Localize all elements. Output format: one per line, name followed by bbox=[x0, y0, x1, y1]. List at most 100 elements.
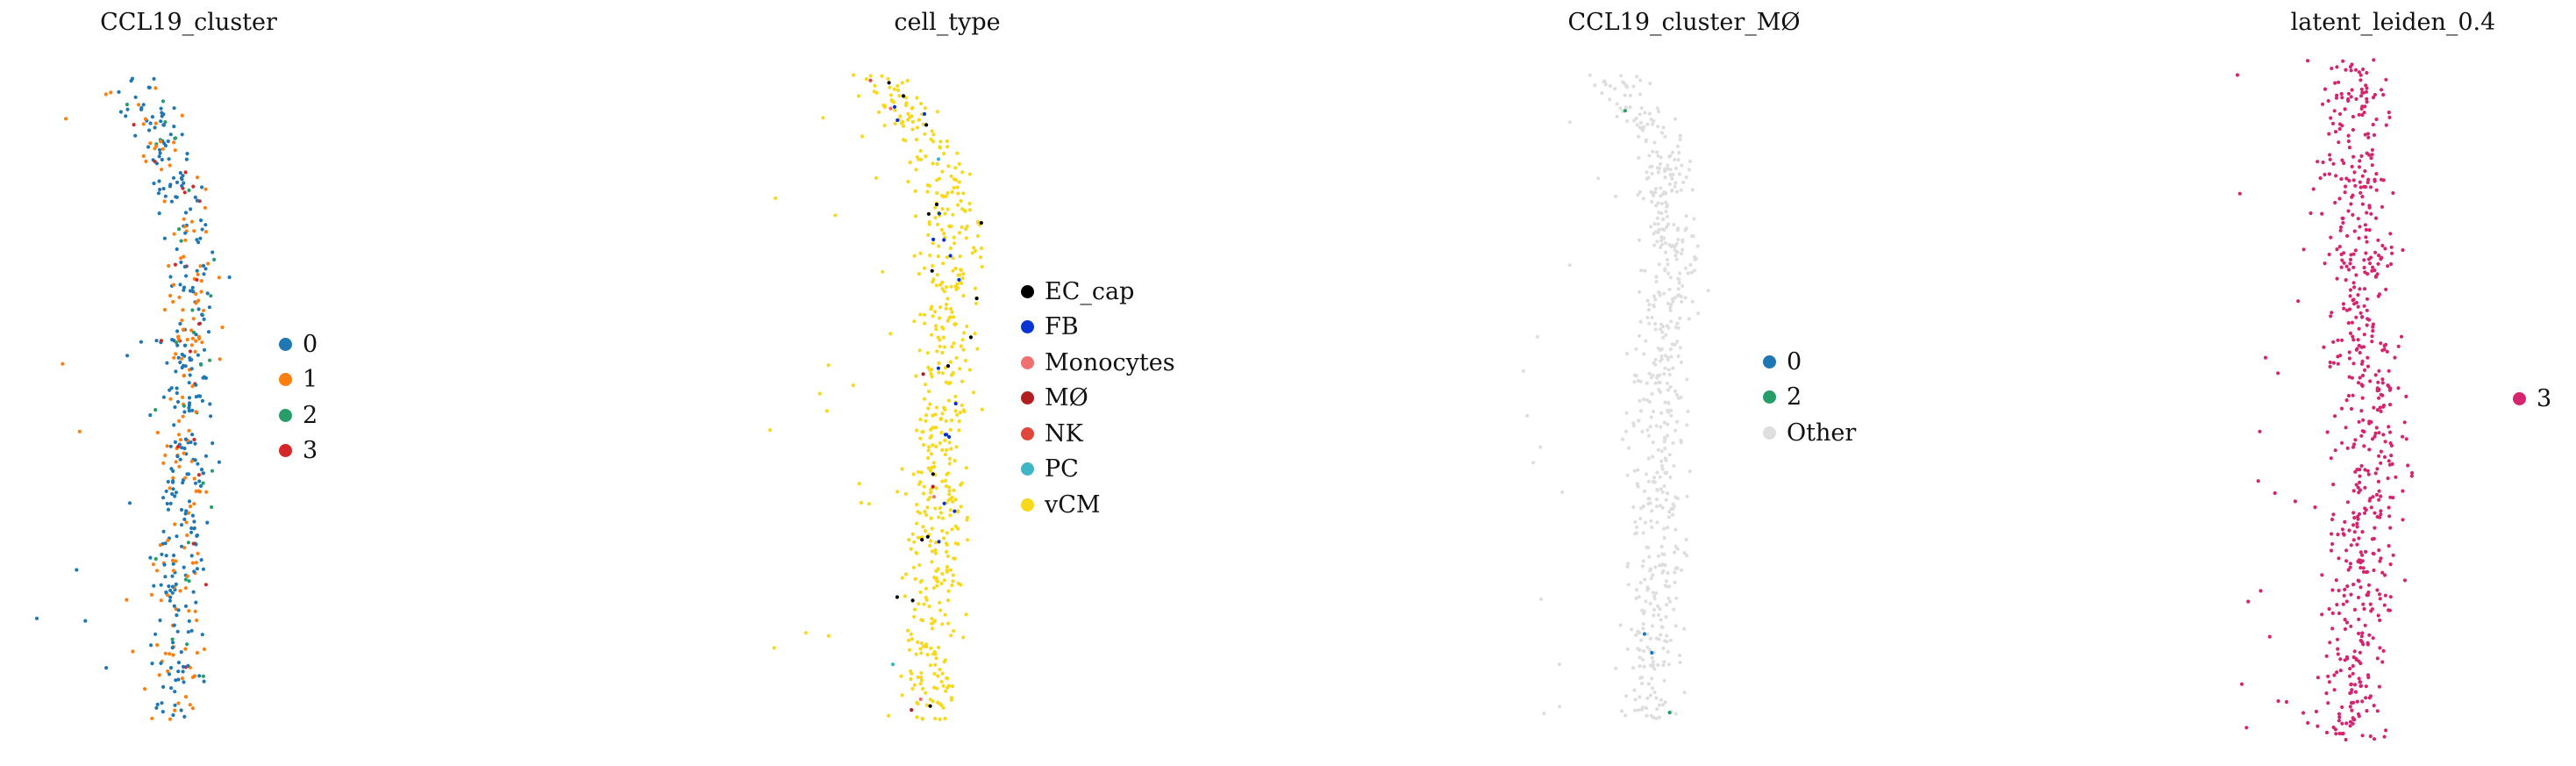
scatter-point bbox=[2337, 245, 2342, 249]
scatter-point bbox=[965, 324, 969, 328]
scatter-point bbox=[1628, 93, 1632, 97]
scatter-point bbox=[1646, 682, 1651, 686]
scatter-point bbox=[974, 286, 978, 290]
scatter-point bbox=[952, 235, 956, 240]
scatter-point bbox=[1674, 392, 1680, 397]
scatter-point bbox=[187, 381, 191, 385]
scatter-point bbox=[2387, 459, 2391, 463]
scatter-point bbox=[197, 674, 202, 678]
scatter-point bbox=[1669, 173, 1673, 177]
scatter-point bbox=[974, 301, 978, 305]
scatter-point bbox=[1614, 666, 1618, 670]
scatter-point bbox=[2377, 369, 2381, 373]
scatter-point bbox=[1692, 268, 1697, 273]
scatter-point bbox=[940, 350, 945, 355]
scatter-point bbox=[1665, 433, 1670, 438]
scatter-point bbox=[2374, 188, 2379, 192]
scatter-point bbox=[174, 340, 179, 345]
scatter-point bbox=[2335, 603, 2339, 607]
scatter-point bbox=[931, 484, 935, 489]
scatter-point bbox=[2337, 556, 2341, 561]
scatter-point bbox=[192, 437, 196, 442]
scatter-point bbox=[1615, 102, 1619, 106]
scatter-point bbox=[950, 684, 955, 689]
scatter-point bbox=[2340, 258, 2344, 262]
scatter-point bbox=[2365, 97, 2369, 101]
scatter-point bbox=[1635, 123, 1639, 127]
scatter-point bbox=[1655, 706, 1659, 712]
scatter-point bbox=[177, 227, 182, 232]
scatter-point bbox=[187, 609, 191, 613]
scatter-point bbox=[1642, 352, 1646, 356]
scatter-point bbox=[193, 195, 197, 199]
scatter-point bbox=[194, 395, 198, 399]
scatter-point bbox=[2367, 204, 2372, 208]
scatter-point bbox=[2337, 731, 2342, 736]
scatter-point bbox=[2341, 59, 2345, 63]
scatter-point bbox=[933, 652, 938, 656]
scatter-point bbox=[1613, 87, 1617, 91]
scatter-point bbox=[2263, 355, 2268, 360]
scatter-point bbox=[2337, 126, 2342, 131]
scatter-point bbox=[2375, 467, 2380, 471]
scatter-point bbox=[931, 495, 936, 499]
scatter-point bbox=[2330, 626, 2335, 631]
legend-marker bbox=[1021, 391, 1034, 405]
scatter-point bbox=[949, 447, 953, 451]
scatter-point bbox=[1640, 682, 1645, 686]
scatter-point bbox=[959, 280, 963, 285]
scatter-point bbox=[1640, 705, 1645, 710]
scatter-point bbox=[182, 190, 187, 195]
scatter-point bbox=[2355, 521, 2359, 526]
scatter-point bbox=[2327, 252, 2331, 257]
scatter-point bbox=[2367, 318, 2372, 322]
scatter-point bbox=[916, 640, 920, 645]
scatter-point bbox=[2379, 449, 2383, 454]
scatter-point bbox=[161, 99, 166, 104]
scatter-point bbox=[184, 509, 189, 513]
legend-label: Other bbox=[1787, 419, 1857, 447]
scatter-point bbox=[2378, 597, 2382, 601]
scatter-point bbox=[2373, 431, 2378, 435]
legend-item: 3 bbox=[2513, 381, 2551, 417]
scatter-point bbox=[923, 510, 927, 514]
scatter-point bbox=[2352, 718, 2357, 722]
scatter-point bbox=[927, 445, 931, 449]
scatter-point bbox=[2371, 636, 2375, 641]
scatter-point bbox=[1633, 708, 1638, 712]
scatter-point bbox=[210, 505, 214, 510]
scatter-point bbox=[933, 205, 938, 210]
scatter-point bbox=[915, 125, 919, 130]
scatter-point bbox=[2331, 361, 2336, 365]
scatter-point bbox=[182, 217, 186, 221]
scatter-point bbox=[967, 368, 972, 372]
scatter-point bbox=[2346, 209, 2351, 213]
scatter-point bbox=[919, 651, 924, 655]
scatter-point bbox=[2354, 656, 2358, 662]
scatter-point bbox=[64, 117, 68, 121]
scatter-point bbox=[2381, 648, 2386, 654]
scatter-point bbox=[934, 202, 939, 207]
scatter-point bbox=[2276, 371, 2280, 376]
scatter-point bbox=[208, 358, 212, 362]
scatter-point bbox=[1654, 279, 1659, 283]
scatter-point bbox=[1641, 559, 1645, 563]
scatter-point bbox=[945, 255, 949, 260]
scatter-point bbox=[2340, 124, 2344, 128]
scatter-point bbox=[2384, 287, 2388, 291]
scatter-point bbox=[195, 238, 199, 242]
scatter-point bbox=[2344, 559, 2349, 563]
scatter-point bbox=[184, 274, 189, 278]
scatter-point bbox=[2325, 430, 2330, 434]
scatter-point bbox=[2343, 587, 2347, 592]
scatter-point bbox=[953, 266, 958, 270]
scatter-point bbox=[172, 553, 176, 558]
scatter-point bbox=[2358, 78, 2363, 82]
scatter-point bbox=[2324, 654, 2329, 658]
scatter-point bbox=[1678, 271, 1682, 276]
scatter-point bbox=[2344, 184, 2348, 189]
scatter-point bbox=[942, 290, 946, 294]
scatter-point bbox=[2348, 65, 2352, 69]
panel-title: CCL19_cluster_MØ bbox=[1567, 9, 1801, 36]
scatter-point bbox=[2365, 240, 2369, 244]
